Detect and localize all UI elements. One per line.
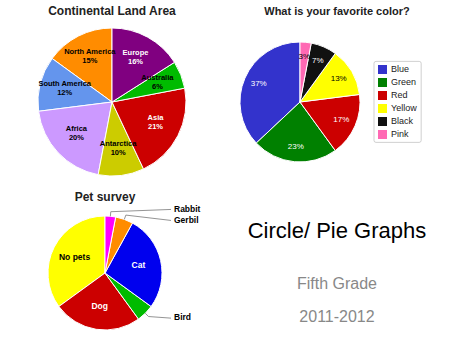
slice-labels: No pets Dog Cat RabbitGerbil Bird	[59, 204, 201, 323]
pie-slice	[105, 216, 116, 273]
slices	[38, 28, 186, 176]
legend-swatch	[378, 91, 387, 100]
legend-label: Blue	[391, 64, 409, 74]
chart-container: North America15%South America12%Africa20…	[0, 0, 450, 338]
slices	[240, 42, 360, 162]
legend-frame	[374, 61, 421, 142]
pie-slice	[300, 94, 360, 150]
data-label: 16%	[128, 57, 143, 66]
chart-svg: North America15%South America12%Africa20…	[0, 0, 450, 338]
leader-line	[110, 209, 171, 216]
slices	[48, 216, 162, 330]
data-label: 12%	[57, 88, 72, 97]
slice-label: Africa	[66, 124, 88, 133]
leader-line	[124, 215, 171, 220]
data-label: 7%	[312, 56, 324, 65]
legend-label: Red	[391, 90, 408, 100]
legend-items: Blue Green Red Yellow Black Pink	[378, 64, 417, 139]
data-label: 13%	[331, 74, 347, 83]
slice-label: North America	[64, 47, 116, 56]
data-label: 20%	[69, 133, 84, 142]
pie-chart: North America15% South America12% Africa20…	[38, 28, 186, 176]
data-label: 10%	[111, 148, 126, 157]
pie-chart: 37% 23% 17% 13% 7%3%	[240, 42, 360, 162]
data-label: 23%	[288, 142, 304, 151]
slice-label: Dog	[91, 301, 108, 311]
data-label: 15%	[82, 56, 97, 65]
leader-line	[145, 313, 171, 318]
slice-label: Antarctica	[100, 139, 138, 148]
slice-label: Rabbit	[174, 204, 201, 214]
pie-slice	[112, 28, 174, 102]
subtitle: 2011-2012	[299, 308, 374, 325]
legend-label: Black	[391, 116, 414, 126]
slice-label: Asia	[148, 113, 165, 122]
pie-slice	[300, 42, 311, 102]
slice-label: Australia	[141, 73, 174, 82]
data-label: 3%	[298, 52, 310, 61]
slice-label: No pets	[59, 252, 90, 262]
main-title: Circle/ Pie Graphs	[248, 218, 427, 243]
chart-title: Pet survey	[75, 190, 136, 204]
slice-label: South America	[38, 79, 91, 88]
subtitle: Fifth Grade	[297, 275, 377, 292]
slice-label: Bird	[174, 312, 191, 322]
data-label: 17%	[333, 115, 349, 124]
legend-swatch	[378, 104, 387, 113]
pie-chart: No pets Dog Cat RabbitGerbil Bird	[48, 204, 201, 330]
data-label: 21%	[148, 122, 163, 131]
slice-label: Cat	[132, 260, 146, 270]
legend-label: Green	[391, 77, 416, 87]
legend: Blue Green Red Yellow Black Pink	[374, 61, 421, 142]
data-label: 37%	[251, 79, 267, 88]
legend-swatch	[378, 65, 387, 74]
slice-label: Europe	[123, 48, 149, 57]
legend-label: Pink	[391, 129, 409, 139]
legend-swatch	[378, 78, 387, 87]
data-label: 6%	[152, 82, 163, 91]
slice-label: Gerbil	[174, 215, 199, 225]
legend-swatch	[378, 117, 387, 126]
chart-title: Continental Land Area	[48, 4, 176, 18]
slice-labels: North America15% South America12% Africa20…	[38, 47, 174, 157]
legend-swatch	[378, 130, 387, 139]
slice-labels: 37% 23% 17% 13% 7%3%	[251, 52, 350, 151]
chart-title: What is your favorite color?	[264, 5, 410, 17]
legend-label: Yellow	[391, 103, 417, 113]
